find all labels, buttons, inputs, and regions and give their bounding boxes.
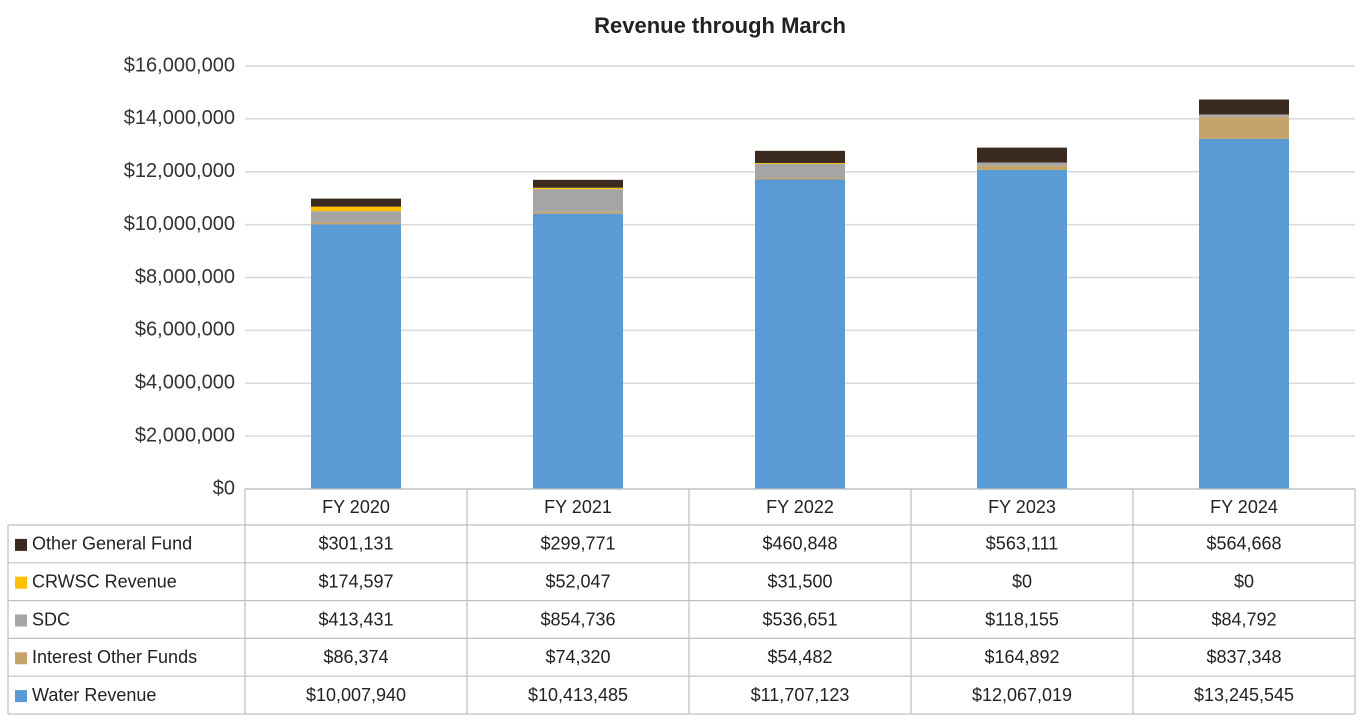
- bar-segment: [977, 169, 1067, 489]
- bar-segment: [533, 211, 623, 214]
- data-label: $118,155: [985, 609, 1059, 629]
- legend-label: CRWSC Revenue: [32, 571, 177, 591]
- data-label: $86,374: [323, 647, 388, 667]
- bar-segment: [533, 213, 623, 490]
- data-label: $0: [1234, 571, 1254, 591]
- bar-segment: [755, 178, 845, 180]
- bar-segment: [1199, 116, 1289, 139]
- bar-segment: [977, 147, 1067, 163]
- x-tick-label: FY 2020: [322, 497, 390, 517]
- y-tick-label: $12,000,000: [124, 160, 235, 182]
- legend-swatch: [15, 538, 27, 551]
- data-label: $84,792: [1211, 609, 1276, 629]
- data-label: $854,736: [540, 609, 615, 629]
- bar-segment: [755, 163, 845, 179]
- legend-swatch: [15, 690, 27, 703]
- bar-segment: [1199, 114, 1289, 117]
- data-label: $54,482: [767, 647, 832, 667]
- data-label: $460,848: [762, 534, 837, 554]
- bar-segment: [1199, 138, 1289, 489]
- data-label: $31,500: [767, 571, 832, 591]
- data-label: $10,413,485: [528, 685, 628, 705]
- y-tick-label: $8,000,000: [135, 266, 235, 288]
- x-tick-label: FY 2024: [1210, 497, 1278, 517]
- x-tick-label: FY 2021: [544, 497, 612, 517]
- bar-segment: [533, 189, 623, 212]
- bar-segment: [311, 224, 401, 489]
- data-label: $164,892: [984, 647, 1059, 667]
- y-tick-label: $10,000,000: [124, 213, 235, 235]
- bar-segment: [311, 211, 401, 223]
- data-label: $564,668: [1206, 534, 1281, 554]
- data-label: $11,707,123: [751, 685, 850, 705]
- data-label: $12,067,019: [972, 685, 1072, 705]
- y-tick-label: $4,000,000: [135, 372, 235, 394]
- legend-label: Water Revenue: [32, 685, 156, 705]
- data-label: $413,431: [318, 609, 393, 629]
- data-label: $301,131: [318, 534, 393, 554]
- bar-segment: [977, 165, 1067, 170]
- data-label: $52,047: [545, 571, 610, 591]
- legend-swatch: [15, 576, 27, 589]
- bar-segment: [1199, 99, 1289, 115]
- bar-segment: [311, 222, 401, 225]
- y-tick-label: $16,000,000: [124, 54, 235, 76]
- data-label: $13,245,545: [1194, 685, 1294, 705]
- bar-segment: [755, 163, 845, 164]
- bar-segment: [311, 198, 401, 207]
- data-label: $299,771: [540, 534, 615, 554]
- legend-label: Interest Other Funds: [32, 647, 197, 667]
- data-label: $0: [1012, 571, 1032, 591]
- x-tick-label: FY 2022: [766, 497, 834, 517]
- y-tick-label: $0: [213, 477, 235, 499]
- y-tick-label: $14,000,000: [124, 107, 235, 129]
- legend-label: Other General Fund: [32, 534, 192, 554]
- chart-title: Revenue through March: [594, 13, 846, 38]
- data-label: $174,597: [318, 571, 393, 591]
- data-label: $536,651: [762, 609, 837, 629]
- data-label: $74,320: [545, 647, 610, 667]
- bar-segment: [533, 179, 623, 188]
- data-label: $10,007,940: [306, 685, 406, 705]
- legend-swatch: [15, 652, 27, 665]
- x-tick-label: FY 2023: [988, 497, 1056, 517]
- legend-label: SDC: [32, 609, 70, 629]
- bar-segment: [533, 187, 623, 190]
- data-label: $563,111: [986, 534, 1058, 554]
- bar-segment: [311, 206, 401, 212]
- y-tick-label: $6,000,000: [135, 319, 235, 341]
- bar-segment: [977, 162, 1067, 166]
- data-label: $837,348: [1206, 647, 1281, 667]
- bar-segment: [755, 179, 845, 490]
- legend-swatch: [15, 614, 27, 627]
- bar-segment: [755, 150, 845, 164]
- y-tick-label: $2,000,000: [135, 424, 235, 446]
